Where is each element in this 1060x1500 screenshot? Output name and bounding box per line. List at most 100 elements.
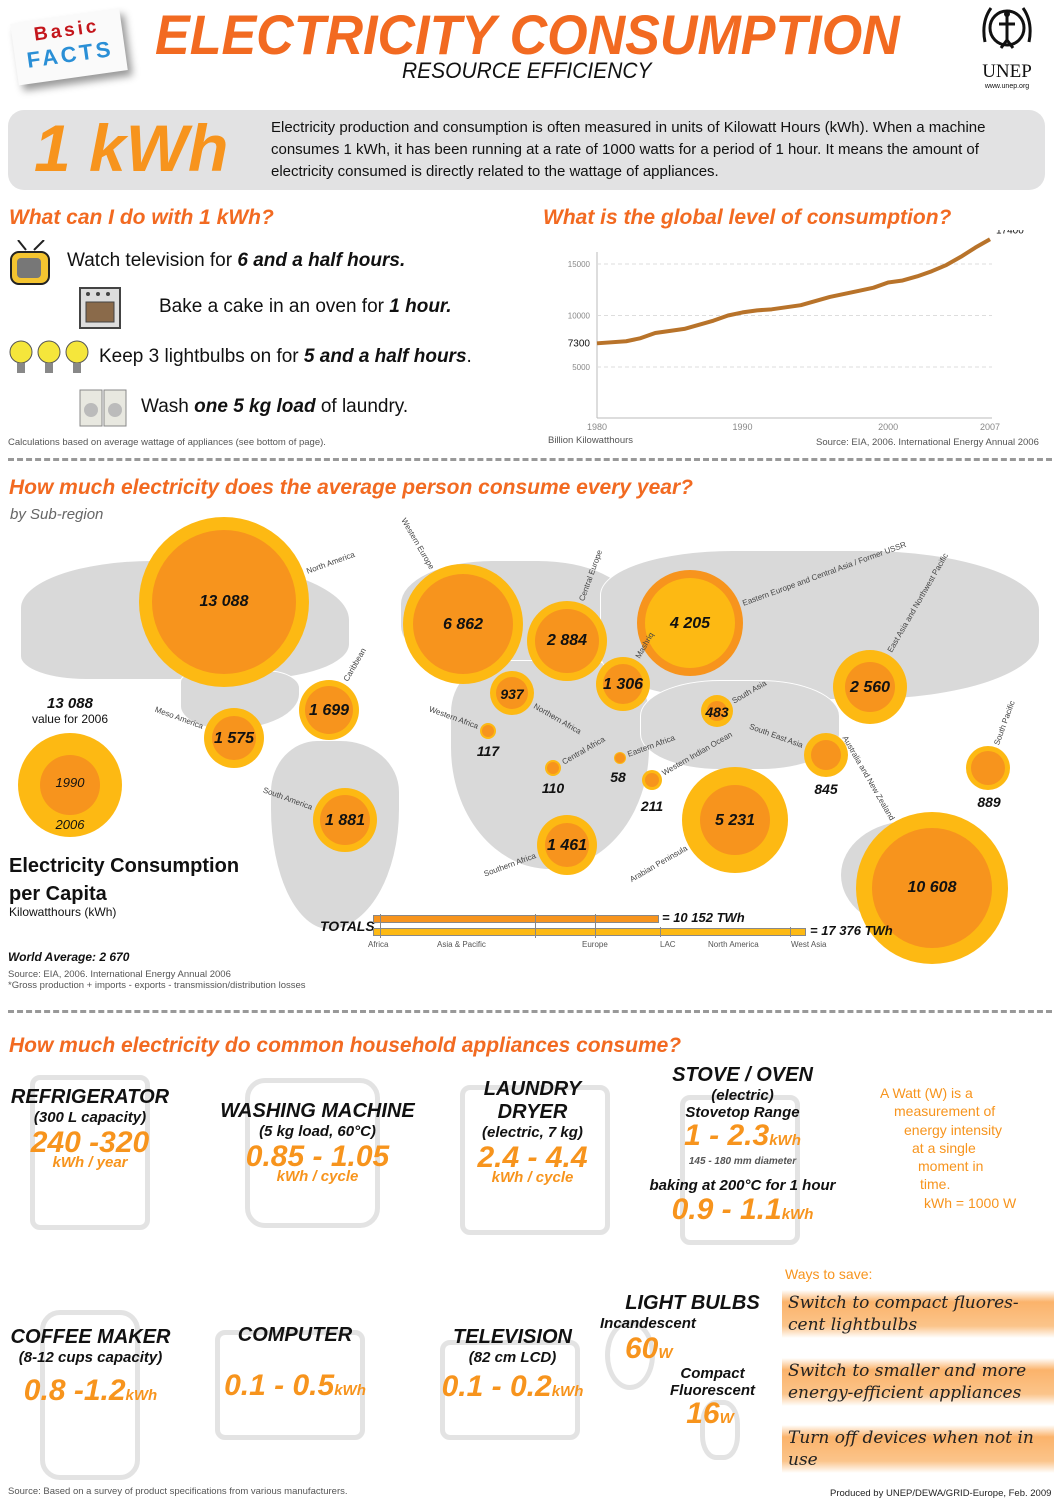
region-bubble-1990 [845,662,895,712]
tip-item: Turn off devices when not in use [782,1425,1054,1473]
appliance-computer: COMPUTER 0.1 - 0.5kWh [224,1324,366,1402]
region-value: 110 [541,780,565,796]
region-value: 2 884 [546,632,588,649]
map-footnote: *Gross production + imports - exports - … [8,980,306,991]
region-value: 5 231 [714,812,756,829]
dryer-icon [460,1085,610,1235]
x-tick-label: 1980 [587,422,607,432]
chart-title: What is the global level of consumption? [543,206,952,229]
region-bubble [403,564,523,684]
region-bubble-1990 [700,785,770,855]
region-value: 937 [500,686,524,702]
what-can-item: Keep 3 lightbulbs on for 5 and a half ho… [99,346,472,367]
divider [8,1010,1052,1013]
basic-facts-badge: Basic FACTS [10,8,128,86]
region-bubble-1990 [482,725,494,737]
region-name: South Pacific [991,698,1017,746]
region-bubble [313,788,377,852]
region-value: 1 461 [546,837,588,854]
coffee-maker-icon [40,1310,140,1480]
page-subtitle: RESOURCE EFFICIENCY [402,58,652,83]
region-bubble-1990 [545,823,589,867]
region-bubble-1990 [152,530,296,674]
appliance-stove: STOVE / OVEN (electric) Stovetop Range 1 -… [649,1064,836,1226]
chart-ylabel: Billion Kilowatthours [548,435,634,446]
y-tick-label: 15000 [568,260,591,269]
appliances-source: Source: Based on a survey of product spe… [8,1486,348,1497]
region-bubble [139,517,309,687]
refrigerator-icon [30,1075,150,1230]
totals-1990-value: = 10 152 TWh [662,910,745,925]
what-can-heading: What can I do with 1 kWh? [9,206,274,229]
region-bubble [299,680,359,740]
x-tick-label: 1990 [733,422,753,432]
region-bubble [480,723,496,739]
global-consumption-chart: 5000 10000 15000 1980 1990 2000 2007 7300 17400 [568,230,1024,432]
unep-emblem-icon [982,7,1032,49]
region-value: 889 [977,794,1001,810]
totals-bar-1990 [373,915,659,923]
region-value: 483 [705,704,729,720]
region-bubble [490,671,534,715]
totals-2006-value: = 17 376 TWh [810,923,893,938]
appliance-refrigerator: REFRIGERATOR (300 L capacity) 240 -320 kWh… [10,1086,170,1171]
tip-item: Switch to compact fluores- cent lightbul… [782,1290,1054,1338]
region-value: 2 560 [849,679,891,696]
television-icon [10,240,50,285]
map-source: Source: EIA, 2006. International Energy … [8,969,231,980]
washing-machine-icon [79,389,127,427]
totals-bar-2006 [373,928,806,936]
legend-outer-label: 2006 [55,817,85,832]
region-bubble-1990 [971,751,1005,785]
region-value: 1 575 [213,730,255,747]
region-value: 4 205 [669,615,711,632]
legend-inner-label: 1990 [55,775,85,790]
region-name: Arabian Peninsula [627,843,689,884]
intro-box: 1 kWh Electricity production and consump… [8,110,1045,190]
region-name: Western Europe [399,516,436,572]
appliance-television: TELEVISION (82 cm LCD) 0.1 - 0.2kWh [441,1326,584,1403]
region-bubble [614,752,626,764]
region-bubble [637,570,743,676]
appliance-dryer: LAUNDRY DRYER (electric, 7 kg) 2.4 - 4.4 kW… [477,1078,588,1186]
consumption-line [596,237,991,346]
region-bubble [804,733,848,777]
end-annotation: 17400 [996,230,1024,236]
region-value: 1 306 [602,676,644,693]
map-subheading: by Sub-region [10,506,104,523]
region-value: 211 [640,798,664,814]
legend-value: 13 088 [47,695,93,712]
region-bubble [596,657,650,711]
appliance-light-bulbs: LIGHT BULBS Incandescent 60W Compact Flu… [600,1292,760,1430]
unep-logo: UNEP www.unep.org [972,2,1042,90]
region-bubble [701,695,733,727]
region-bubble-1990 [305,686,353,734]
region-value: 1 699 [308,702,350,719]
what-can-item: Wash one 5 kg load of laundry. [141,396,409,417]
region-bubble-1990 [535,609,599,673]
legend-value-note: value for 2006 [31,712,109,726]
world-average: World Average: 2 670 [8,950,130,964]
ways-to-save-title: Ways to save: [785,1266,873,1282]
region-name: Australia and New Zealand [841,733,897,822]
x-tick-label: 2000 [878,422,898,432]
region-bubble [545,760,561,776]
region-bubble [527,601,607,681]
legend-unit: Kilowatthours (kWh) [9,905,117,919]
tip-item: Switch to smaller and more energy-effici… [782,1358,1054,1406]
region-value: 58 [610,769,626,785]
region-value: 845 [814,781,838,797]
legend-value-block: 13 088 value for 2006 [20,695,120,726]
cfl-bulb-icon [700,1400,740,1460]
region-bubble-1990 [645,578,735,668]
region-value: 13 088 [199,593,249,610]
y-tick-label: 10000 [568,312,591,321]
what-can-item: Bake a cake in an oven for 1 hour. [159,296,452,317]
legend-bubble: 1990 2006 [18,733,122,837]
divider [8,458,1052,461]
appliance-washing-machine: WASHING MACHINE (5 kg load, 60°C) 0.85 - … [220,1100,415,1185]
logo-url: www.unep.org [984,83,1030,90]
map-heading: How much electricity does the average pe… [9,476,693,499]
watt-note: A Watt (W) is a measurement of energy inte… [880,1085,1017,1211]
region-bubble [682,767,788,873]
